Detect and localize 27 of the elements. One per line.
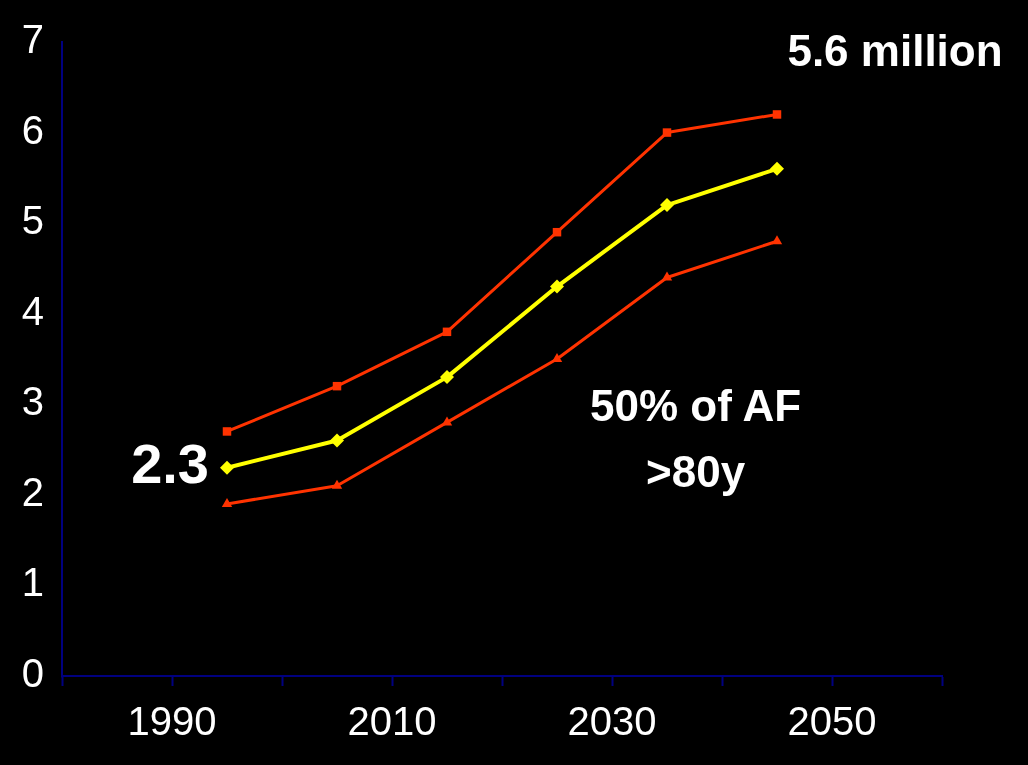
y-tick-label: 0 bbox=[21, 651, 44, 696]
point bbox=[221, 497, 233, 507]
point bbox=[330, 433, 344, 448]
y-tick-label: 5 bbox=[21, 198, 44, 243]
point bbox=[662, 128, 672, 137]
annotation: 50% of AF >80y bbox=[590, 380, 802, 496]
point bbox=[220, 460, 234, 475]
point bbox=[440, 370, 454, 385]
x-tick-label: 1990 bbox=[127, 699, 217, 744]
annotation: 5.6 million bbox=[787, 25, 1003, 75]
x-tick-label: 2030 bbox=[567, 699, 657, 744]
y-tick-label: 2 bbox=[21, 469, 44, 514]
point bbox=[660, 198, 674, 213]
point bbox=[771, 235, 783, 245]
x-tick-label: 2010 bbox=[347, 699, 437, 744]
point bbox=[770, 161, 784, 176]
y-tick-label: 6 bbox=[21, 107, 44, 152]
y-tick-label: 7 bbox=[21, 17, 44, 62]
point bbox=[331, 479, 343, 489]
y-tick-label: 4 bbox=[21, 288, 44, 333]
point bbox=[222, 427, 232, 436]
annotation: 2.3 bbox=[131, 432, 209, 496]
y-tick-label: 1 bbox=[21, 560, 44, 605]
point bbox=[550, 279, 564, 294]
point bbox=[772, 110, 782, 119]
y-tick-label: 3 bbox=[21, 379, 44, 424]
x-tick-label: 2050 bbox=[787, 699, 877, 744]
